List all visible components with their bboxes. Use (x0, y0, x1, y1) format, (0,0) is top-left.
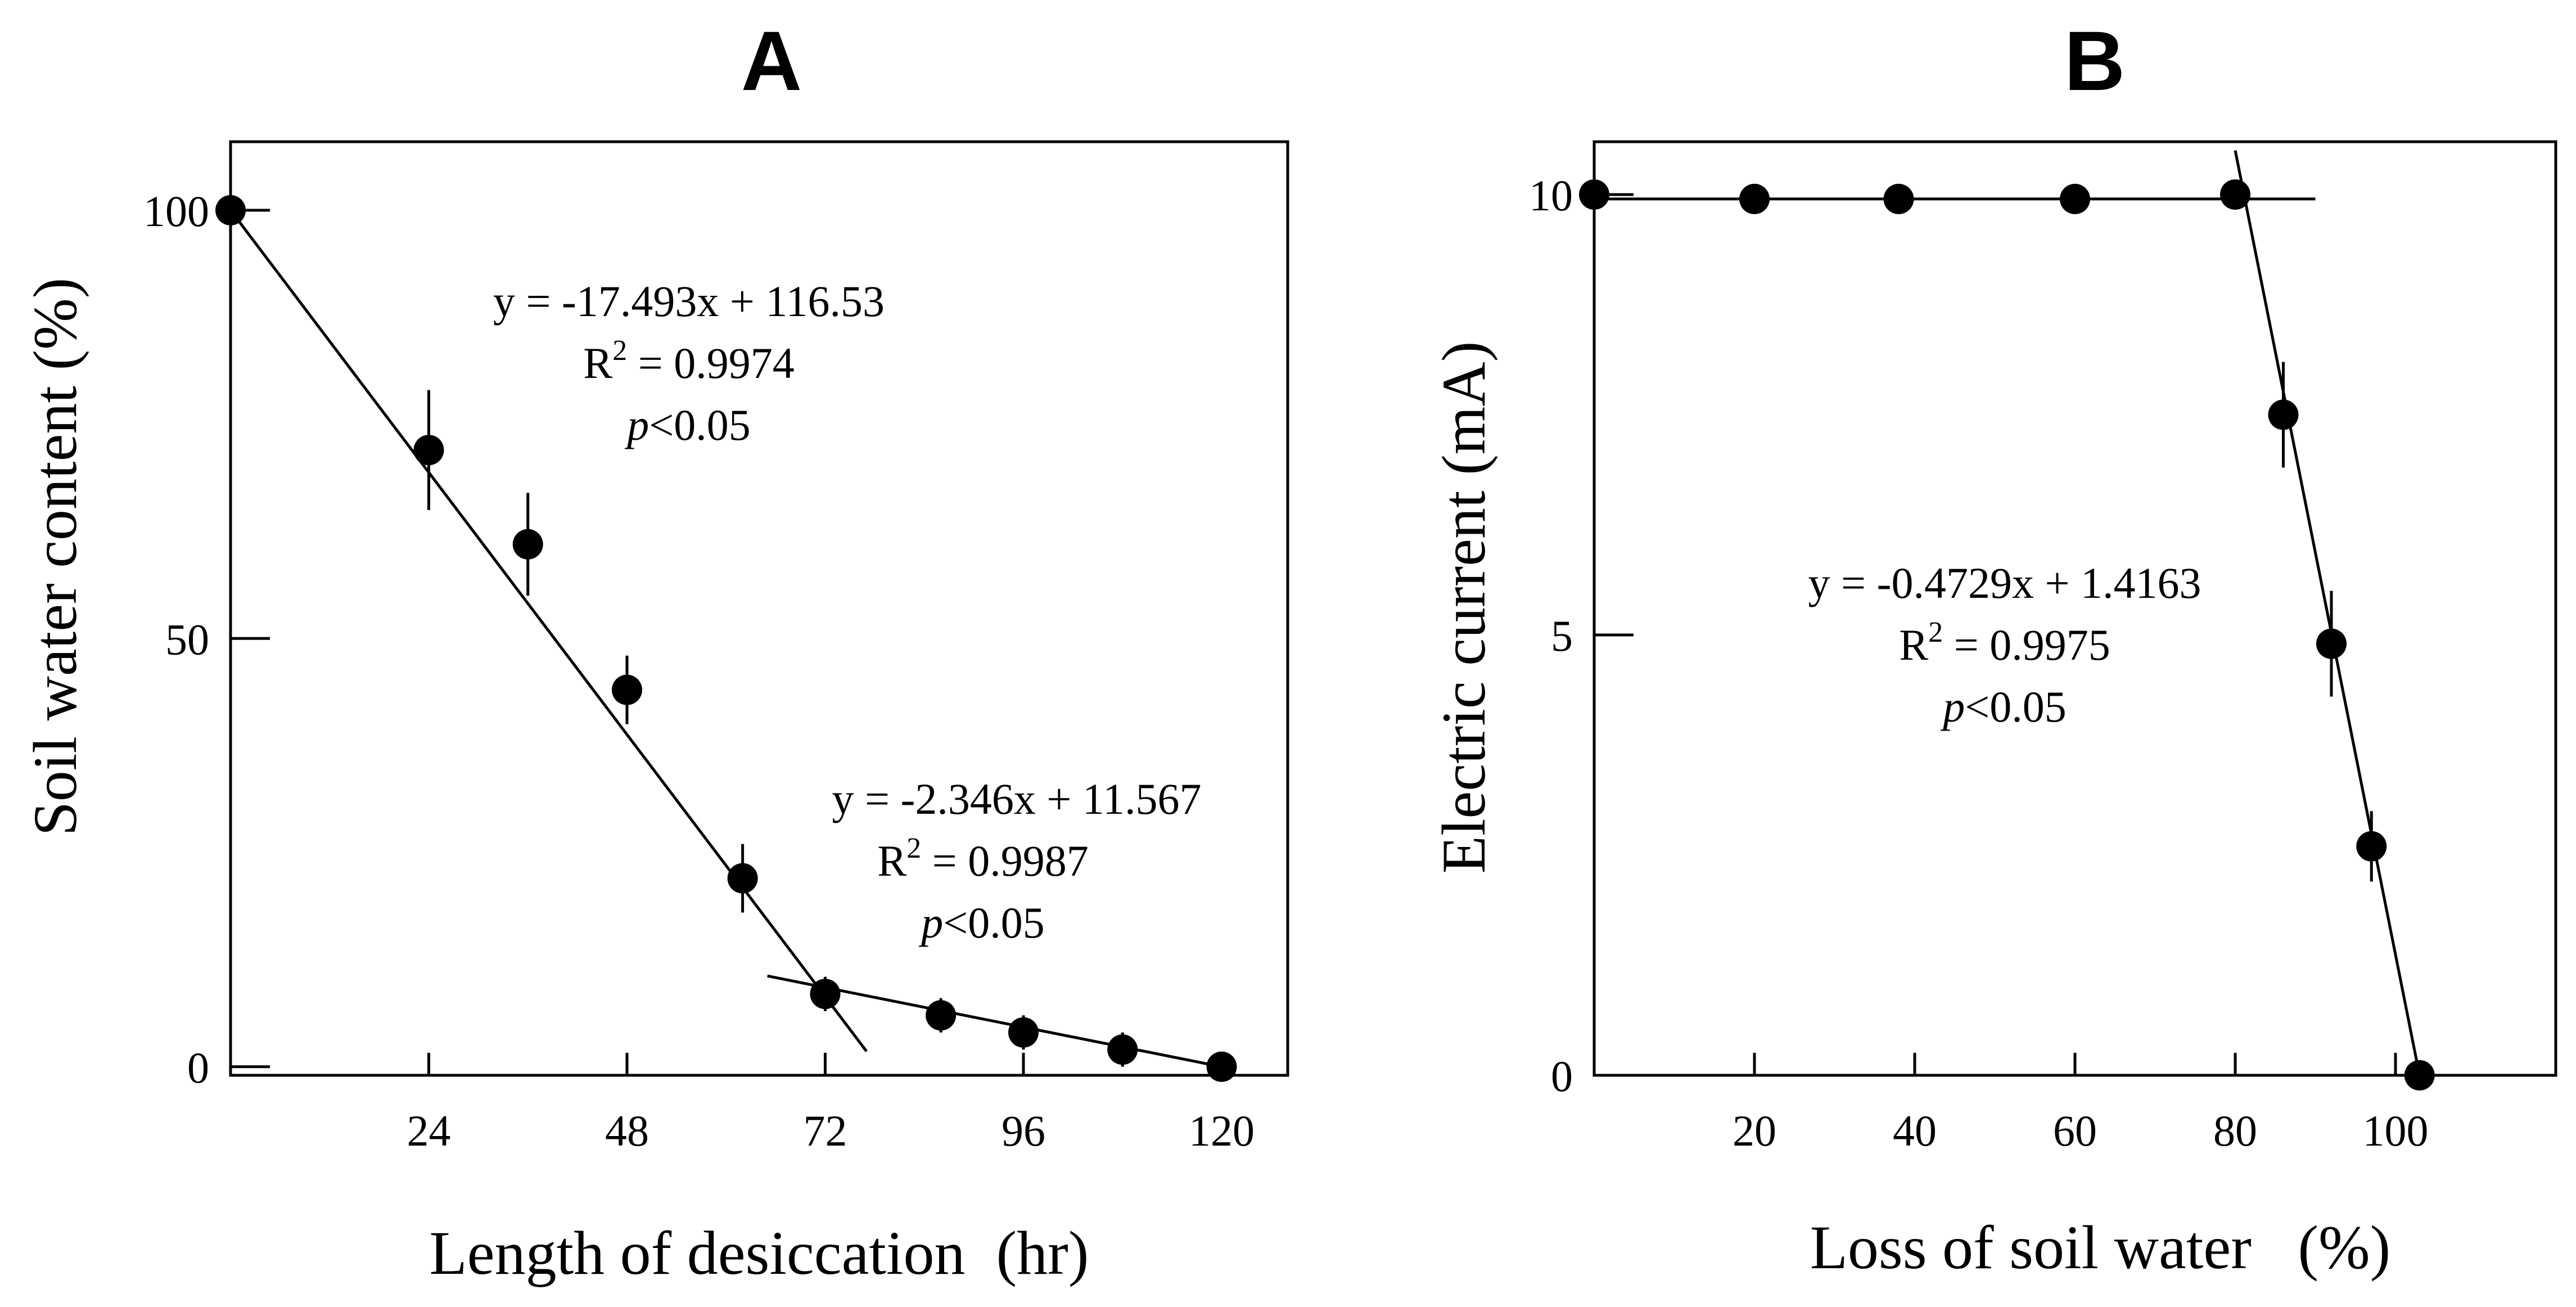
panel-b-y-axis-label: Electric current (mA) (1429, 341, 1498, 874)
x-tick-label: 48 (605, 1106, 649, 1155)
data-point (2268, 399, 2299, 430)
panel-a-fit1-equation: y = -17.493x + 116.53 (493, 277, 885, 326)
data-point (2220, 179, 2250, 210)
panel-a-x-axis-label: Length of desiccation (hr) (430, 1219, 1089, 1287)
panel-a: A 0 50 100 24 48 72 96 120 y = -17.493x + 116.… (21, 13, 1289, 1287)
data-point (1008, 1017, 1039, 1048)
data-point (810, 979, 841, 1009)
x-tick-label: 20 (1733, 1106, 1776, 1155)
data-point (1107, 1034, 1138, 1065)
y-tick-label: 0 (1551, 1052, 1573, 1101)
x-tick-label: 80 (2213, 1106, 2257, 1155)
panel-a-fit2-r2: R2 = 0.9987 (877, 832, 1089, 885)
data-point (2316, 628, 2347, 659)
data-point (926, 1000, 957, 1031)
x-tick-label: 120 (1189, 1106, 1255, 1155)
panel-a-plot-frame (229, 140, 1289, 1077)
fit-line-1 (229, 209, 868, 1052)
panel-a-fit2-equation: y = -2.346x + 11.567 (832, 774, 1201, 823)
data-point (512, 529, 543, 560)
data-point (2356, 831, 2387, 862)
data-point (612, 674, 642, 705)
panel-b-title: B (2064, 13, 2125, 108)
x-tick-label: 40 (1893, 1106, 1937, 1155)
x-tick-label: 96 (1001, 1106, 1045, 1155)
data-point (1883, 183, 1914, 214)
panel-a-fit1-pvalue: p<0.05 (624, 400, 751, 449)
data-point (2060, 183, 2090, 214)
y-tick-label: 5 (1551, 611, 1573, 660)
y-tick-label: 0 (187, 1043, 209, 1092)
fit-line-2 (767, 974, 1222, 1069)
panel-b-fit-pvalue: p<0.05 (1940, 682, 2067, 731)
y-tick-label: 100 (143, 187, 209, 236)
panel-a-title: A (741, 13, 802, 108)
x-tick-label: 60 (2053, 1106, 2097, 1155)
y-tick-label: 50 (165, 615, 209, 664)
data-point (727, 863, 758, 894)
panel-b-fit-equation: y = -0.4729x + 1.4163 (1808, 558, 2201, 607)
panel-a-y-axis-label: Soil water content (%) (21, 278, 89, 836)
y-tick-label: 10 (1529, 171, 1573, 220)
x-tick-label: 100 (2363, 1106, 2429, 1155)
data-point (2404, 1060, 2435, 1090)
panel-b: B 0 5 10 20 40 60 80 100 y = -0.4729x + 1.4163… (1429, 13, 2557, 1282)
data-point (1739, 183, 1770, 214)
x-tick-label: 72 (804, 1106, 847, 1155)
panel-a-fit2-pvalue: p<0.05 (918, 898, 1045, 947)
x-tick-label: 24 (407, 1106, 451, 1155)
panel-b-x-axis-label: Loss of soil water (%) (1810, 1213, 2391, 1282)
fit-line-2 (2234, 150, 2421, 1076)
data-point (413, 435, 444, 466)
